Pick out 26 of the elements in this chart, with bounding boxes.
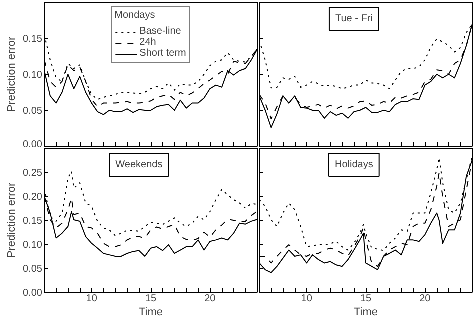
text: Holidays bbox=[334, 160, 374, 170]
x-tick-label: 10 bbox=[301, 294, 313, 304]
y-tick-label: 0.15 bbox=[23, 216, 43, 227]
y-tick-label: 0.20 bbox=[23, 192, 43, 203]
x-tick-label: 15 bbox=[360, 294, 372, 304]
text: Tue - Fri bbox=[335, 14, 373, 24]
y-tick-label: 0.15 bbox=[23, 34, 43, 45]
y-tick-label: 0.25 bbox=[23, 168, 43, 179]
legend-title: Mondays bbox=[114, 10, 156, 21]
text: Weekends bbox=[116, 160, 163, 170]
x-tick-label: 20 bbox=[420, 294, 432, 304]
legend-label: Base-line bbox=[140, 26, 182, 37]
y-axis-title: Prediction error bbox=[6, 36, 18, 112]
y-tick-label: 0.10 bbox=[23, 240, 43, 251]
y-tick-label: 0.05 bbox=[23, 264, 43, 275]
legend-label: Short term bbox=[140, 48, 186, 59]
x-tick-label: 10 bbox=[86, 294, 98, 304]
x-axis-title: Time bbox=[138, 306, 164, 318]
x-tick-label: 20 bbox=[204, 294, 216, 304]
y-axis-title: Prediction error bbox=[6, 182, 18, 258]
y-tick-label: 0.05 bbox=[23, 106, 43, 117]
y-tick-label: 0.00 bbox=[23, 288, 43, 299]
legend-label: 24h bbox=[140, 37, 158, 48]
y-tick-label: 0.10 bbox=[23, 70, 43, 81]
x-tick-label: 15 bbox=[145, 294, 157, 304]
x-axis-title: Time bbox=[354, 306, 378, 318]
